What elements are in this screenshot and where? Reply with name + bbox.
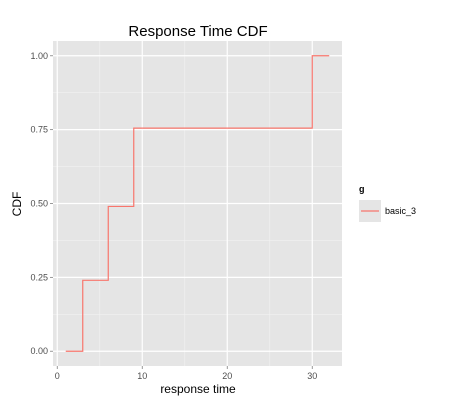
legend-title: g bbox=[359, 184, 365, 194]
x-tick-label-0: 0 bbox=[55, 371, 60, 381]
y-tick-label-4: 1.00 bbox=[30, 51, 48, 61]
legend-label: basic_3 bbox=[385, 206, 416, 216]
x-axis-title: response time bbox=[160, 382, 236, 396]
y-tick-label-0: 0.00 bbox=[30, 346, 48, 356]
series-line-basic_3 bbox=[65, 55, 330, 352]
x-tick-label-3: 30 bbox=[307, 371, 317, 381]
legend: g basic_3 bbox=[359, 184, 416, 222]
x-tick-label-2: 20 bbox=[222, 371, 232, 381]
y-axis: 0.00 0.25 0.50 0.75 1.00 bbox=[30, 51, 53, 356]
x-tick-label-1: 10 bbox=[137, 371, 147, 381]
y-tick-label-2: 0.50 bbox=[30, 199, 48, 209]
major-gridlines bbox=[53, 41, 342, 366]
series-layer bbox=[65, 55, 330, 352]
y-axis-title: CDF bbox=[10, 192, 24, 217]
chart-title: Response Time CDF bbox=[128, 23, 267, 40]
x-axis: 0 10 20 30 bbox=[55, 366, 317, 381]
y-tick-label-1: 0.25 bbox=[30, 272, 48, 282]
y-tick-label-3: 0.75 bbox=[30, 125, 48, 135]
